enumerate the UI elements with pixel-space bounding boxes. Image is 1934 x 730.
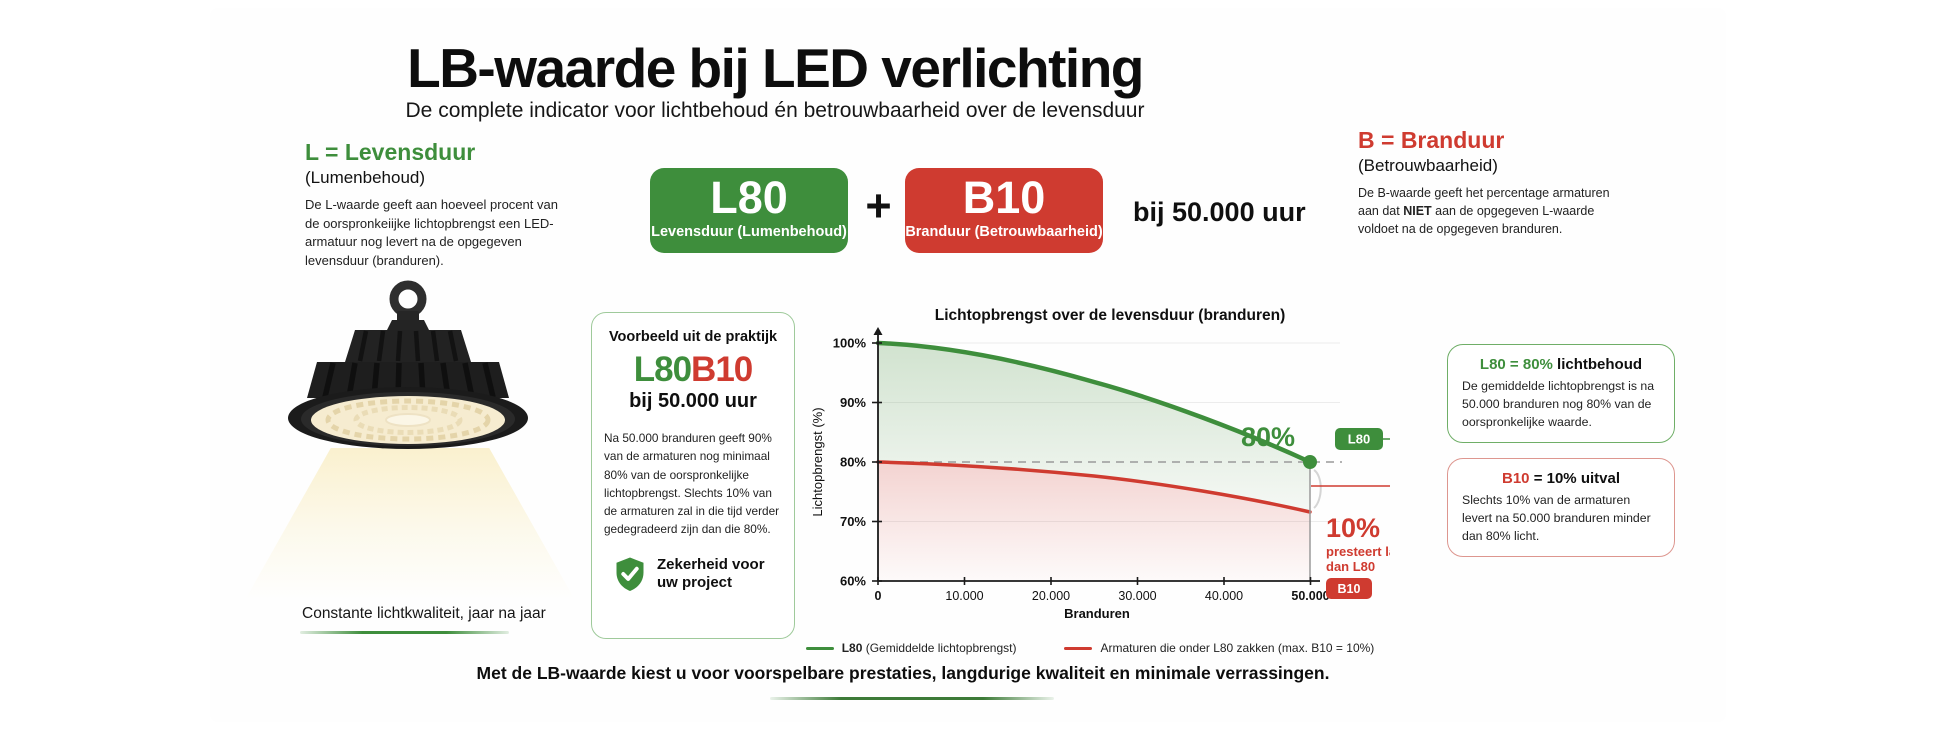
x-tick-30000: 30.000 [1118,589,1156,603]
b10-callout-box: B10 = 10% uitval Slechts 10% van de arma… [1447,458,1675,558]
l-heading: L = Levensduur [305,139,476,165]
l80-badge-label: Levensduur (Lumenbehoud) [651,223,847,240]
b-definition-section: B = Branduur (Betrouwbaarheid) De B-waar… [1358,127,1630,238]
legend-label-b10: Armaturen die onder L80 zakken (max. B10… [1100,641,1375,655]
b10-callout-title-rest: = 10% uitval [1529,470,1620,487]
l-definition-text: De L-waarde geeft aan hoeveel procent va… [305,197,558,269]
assurance-text: Zekerheid voor uw project [657,555,765,591]
example-body: Na 50.000 branduren geeft 90% van de arm… [604,431,780,537]
y-tick-100: 100% [833,336,867,351]
l80-callout-title: L80 = 80% lichtbehoud [1462,356,1660,373]
lamp-caption-underline [300,631,509,634]
b10-callout-highlight: B10 [1502,470,1530,487]
l80-callout-highlight: L80 = 80% [1479,356,1553,373]
example-l80: L80 [633,350,692,389]
legend-label-l80: L80 (Gemiddelde lichtopbrengst) [842,641,1017,655]
lamp-heatsink-upper-fins [357,330,459,362]
lamp-neck [387,320,429,330]
page-subtitle: De complete indicator voor lichtbehoud é… [405,99,1145,122]
l-subheading: (Lumenbehoud) [305,168,426,187]
l-definition-section: L = Levensduur (Lumenbehoud) De L-waarde… [305,139,567,271]
l80-callout-body: De gemiddelde lichtopbrengst is na 50.00… [1462,379,1655,429]
b10-callout-title: B10 = 10% uitval [1462,470,1660,487]
axis-ticks [872,342,1312,585]
example-title: Voorbeeld uit de praktijk [608,329,778,345]
l80-badge-value: L80 [710,172,788,223]
b10-chart-badge [1326,578,1372,599]
l80-callout-box: L80 = 80% lichtbehoud De gemiddelde lich… [1447,344,1675,444]
x-tick-labels: 0 10.000 20.000 30.000 40.000 50.000 [875,589,1330,603]
y-axis-arrow [873,327,883,335]
legend-l80-rest: (Gemiddelde lichtopbrengst) [862,641,1017,655]
b10-note-line2: dan L80 [1326,559,1375,574]
b-subheading: (Betrouwbaarheid) [1358,156,1498,175]
lamp-hook-ring [389,280,427,318]
chart-legend: L80 (Gemiddelde lichtopbrengst) Armature… [790,641,1390,655]
green-connector-line [1383,438,1390,440]
bottom-tagline: Met de LB-waarde kiest u voor voorspelba… [476,663,1330,683]
y-tick-60: 60% [840,574,866,589]
l80-badge: L80 Levensduur (Lumenbehoud) [650,168,848,253]
x-tick-40000: 40.000 [1205,589,1243,603]
b10-value-annotation: 10% [1326,513,1380,543]
example-hours: bij 50.000 uur [629,390,757,412]
l80-chart-badge-label: L80 [1348,432,1370,447]
plus-sign: + [865,180,892,231]
legend-swatch-green [805,646,834,650]
b-heading: B = Branduur [1358,127,1505,153]
b10-callout-body: Slechts 10% van de armaturen levert na 5… [1462,493,1651,543]
lamp-heatsink-lower [307,362,509,398]
x-axis-label: Branduren [1064,606,1130,621]
l80-endpoint-marker [1303,455,1317,469]
lamp-led-ring-inner [353,405,463,435]
x-tick-50000: 50.000 [1291,589,1329,603]
b-text-niet: NIET [1403,204,1432,218]
assurance-row: Zekerheid voor uw project [604,555,782,593]
legend-swatch-red [1064,646,1093,650]
lamp-led-center [385,413,431,427]
b10-curve [876,460,1312,514]
b10-badge: B10 Branduur (Betrouwbaarheid) [905,168,1103,253]
gap-bracket [1313,469,1322,509]
lamp-heatsink-upper [345,330,471,362]
l80-callout-title-rest: lichtbehoud [1552,356,1643,373]
l80-chart-badge [1335,428,1383,450]
x-tick-20000: 20.000 [1032,589,1070,603]
led-highbay-lamp-illustration [288,280,528,449]
x-tick-10000: 10.000 [945,589,983,603]
b10-badge-label: Branduur (Betrouwbaarheid) [905,223,1103,240]
tagline-underline [770,697,1054,700]
b10-note-line1: presteert lager [1326,544,1390,559]
y-tick-labels: 100% 90% 80% 70% 60% [833,336,867,589]
b10-badge-value: B10 [962,172,1046,223]
shield-check-icon [616,557,644,591]
legend-item-b10: Armaturen die onder L80 zakken (max. B10… [1064,641,1374,655]
l80-curve [875,340,1313,465]
example-b10: B10 [691,350,753,389]
b-text-before: De B-waarde geeft het percentage armatur… [1358,186,1610,218]
lamp-caption: Constante lichtkwaliteit, jaar na jaar [302,605,546,622]
y-axis-label: Lichtopbrengst (%) [810,407,825,516]
y-tick-70: 70% [840,514,866,529]
formula-hours: bij 50.000 uur [1133,197,1306,227]
legend-l80-bold: L80 [841,641,863,655]
example-box: Voorbeeld uit de praktijk L80B10 bij 50.… [591,312,795,639]
lamp-hook-mount [397,311,419,322]
red-connector-line [1311,485,1390,487]
b-text-after: aan de opgegeven L-waarde voldoet na de … [1358,204,1595,236]
b10-chart-badge-label: B10 [1338,582,1361,596]
b-definition-text: De B-waarde geeft het percentage armatur… [1358,184,1630,238]
chart-title: Lichtopbrengst over de levensduur (brand… [935,307,1286,324]
green-area-fill [878,343,1310,512]
y-tick-80: 80% [840,455,866,470]
legend-item-l80: L80 (Gemiddelde lichtopbrengst) [805,641,1017,655]
y-tick-90: 90% [840,395,866,410]
lamp-led-ring-outer [325,398,491,442]
l80-value-annotation: 80% [1241,422,1295,452]
example-value: L80B10 [604,352,782,387]
lumen-maintenance-chart: Lichtopbrengst over de levensduur (brand… [810,307,1390,621]
page-title: LB-waarde bij LED verlichting [407,37,1144,99]
x-tick-0: 0 [875,589,882,603]
